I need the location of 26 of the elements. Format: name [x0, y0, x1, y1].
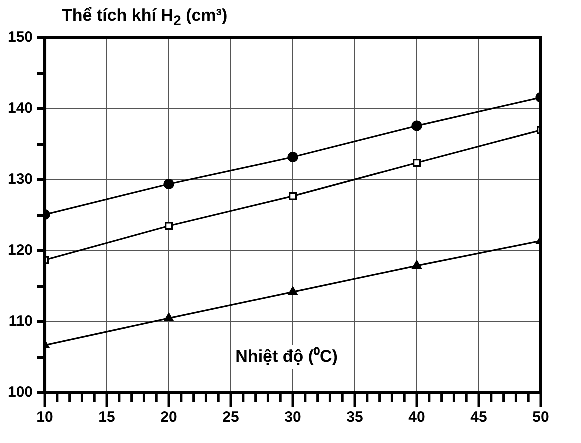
x-tick-label: 50: [532, 409, 550, 426]
point: [413, 158, 421, 167]
point: [288, 152, 298, 163]
y-tick-label: 150: [8, 29, 34, 46]
point: [288, 286, 298, 296]
y-axis-title: Thể tích khí H$_{2}$ (cm³): [62, 6, 228, 30]
x-tick-label: 40: [408, 409, 426, 426]
point: [164, 178, 174, 190]
point: [289, 192, 297, 200]
y-tick-label: 130: [8, 171, 34, 188]
x-tick-label: 25: [222, 409, 240, 426]
x-tick-label: 15: [98, 409, 116, 426]
point: [412, 120, 422, 132]
x-axis-title: Nhiệt độ (⁰C): [236, 347, 338, 366]
y-tick-label: 110: [8, 313, 34, 330]
y-tick-label: 140: [8, 100, 34, 118]
point: [164, 313, 174, 322]
point: [165, 222, 173, 230]
x-tick-label: 45: [470, 409, 488, 426]
x-tick-label: 10: [36, 409, 54, 426]
y-tick-label: 100: [8, 384, 34, 402]
x-tick-label: 35: [346, 409, 364, 426]
x-tick-label: 20: [160, 409, 178, 426]
x-tick-label: 30: [284, 409, 302, 426]
point: [412, 260, 422, 269]
y-tick-label: 120: [8, 242, 34, 260]
